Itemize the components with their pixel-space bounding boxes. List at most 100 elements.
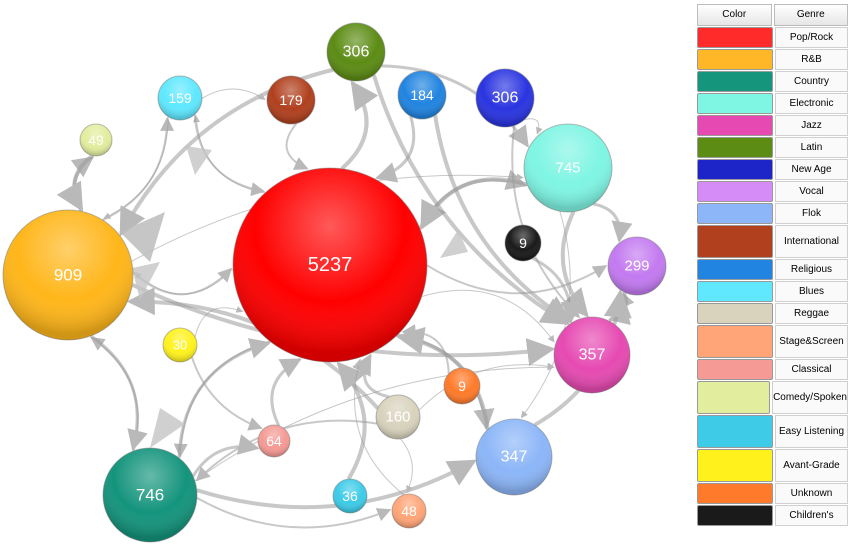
node-label-stage: 48	[401, 503, 417, 519]
legend-swatch	[697, 415, 773, 448]
legend-row: Blues	[696, 281, 849, 302]
edge-international-to-poprock	[285, 122, 309, 170]
legend-header-color: Color	[697, 4, 772, 26]
genre-network-graph: 5237 909 746 745 357 306 306 299 347 179 184 159 160…	[2, 22, 667, 543]
node-label-reggae: 160	[385, 409, 410, 426]
legend-genre-label: International	[775, 225, 848, 258]
node-stage[interactable]: 48	[391, 493, 427, 529]
legend-swatch	[697, 137, 773, 158]
legend-row: Classical	[696, 359, 849, 380]
edge-electronic-to-jazz	[559, 210, 589, 318]
legend-row: New Age	[696, 159, 849, 180]
legend-genre-label: Easy Listening	[775, 415, 848, 448]
wide-edge-arrow	[440, 230, 468, 258]
node-country[interactable]: 746	[102, 447, 198, 543]
wide-edge-arrow	[186, 146, 212, 175]
edge-electronic-to-vocal	[593, 202, 633, 243]
edge-blues-to-international	[201, 88, 266, 100]
legend-genre-label: Jazz	[775, 115, 848, 136]
legend-row: Electronic	[696, 93, 849, 114]
legend-row: Avant-Grade	[696, 449, 849, 482]
edge-country-to-classical	[191, 434, 260, 478]
edge-poprock-to-vocal	[426, 264, 608, 295]
node-label-rnb: 909	[54, 266, 82, 285]
legend-genre-label: R&B	[775, 49, 848, 70]
node-label-avant: 30	[173, 338, 187, 353]
node-flok[interactable]: 347	[475, 418, 553, 496]
edge-classical-to-poprock	[270, 358, 302, 427]
legend-row: Pop/Rock	[696, 27, 849, 48]
legend-row: Reggae	[696, 303, 849, 324]
legend-genre-label: Pop/Rock	[775, 27, 848, 48]
node-label-country: 746	[136, 486, 164, 505]
legend-swatch	[697, 115, 773, 136]
legend-swatch	[697, 49, 773, 70]
node-classical[interactable]: 64	[257, 424, 291, 458]
node-comedy[interactable]: 49	[79, 123, 113, 157]
node-label-classical: 64	[266, 433, 282, 449]
node-religious[interactable]: 184	[397, 70, 447, 120]
legend-row: Unknown	[696, 483, 849, 504]
legend-swatch	[697, 93, 773, 114]
legend-row: International	[696, 225, 849, 258]
node-jazz[interactable]: 357	[553, 316, 631, 394]
legend-row: Flok	[696, 203, 849, 224]
legend-row: Jazz	[696, 115, 849, 136]
node-rnb[interactable]: 909	[2, 209, 134, 341]
node-international[interactable]: 179	[266, 75, 316, 125]
legend-swatch	[697, 27, 773, 48]
legend-swatch	[697, 159, 773, 180]
node-electronic[interactable]: 745	[523, 123, 613, 213]
legend-swatch	[697, 71, 773, 92]
node-reggae[interactable]: 160	[375, 394, 421, 440]
legend-row: Comedy/Spoken	[696, 381, 849, 414]
node-label-jazz: 357	[579, 347, 606, 364]
legend-swatch	[697, 449, 773, 482]
node-unknown[interactable]: 9	[443, 367, 481, 405]
legend-genre-label: Stage&Screen	[775, 325, 848, 358]
legend-swatch	[697, 281, 773, 302]
node-label-easy: 36	[342, 488, 358, 504]
node-avant[interactable]: 30	[162, 327, 198, 363]
node-label-poprock: 5237	[308, 254, 353, 276]
node-children[interactable]: 9	[504, 224, 542, 262]
legend-genre-label: Comedy/Spoken	[772, 381, 848, 414]
node-label-unknown: 9	[458, 378, 466, 394]
node-poprock[interactable]: 5237	[232, 167, 428, 363]
node-label-newage: 306	[492, 90, 519, 107]
node-easy[interactable]: 36	[332, 478, 368, 514]
legend-swatch	[697, 483, 773, 504]
legend-genre-label: Classical	[775, 359, 848, 380]
edge-easy-to-poprock	[336, 361, 367, 481]
legend-swatch	[697, 505, 773, 526]
wide-edge-arrow	[132, 262, 160, 300]
legend-genre-label: Unknown	[775, 483, 848, 504]
node-label-international: 179	[279, 92, 303, 108]
node-blues[interactable]: 159	[157, 75, 203, 121]
legend-genre-label: Religious	[775, 259, 848, 280]
legend-header-genre: Genre	[773, 4, 848, 26]
legend-genre-label: Latin	[775, 137, 848, 158]
edge-reggae-to-poprock	[352, 353, 390, 399]
legend-row: Latin	[696, 137, 849, 158]
edge-latin-to-jazz	[371, 74, 570, 326]
legend-row: Easy Listening	[696, 415, 849, 448]
legend-row: Stage&Screen	[696, 325, 849, 358]
edge-reggae-to-stage	[400, 438, 413, 493]
edge-newage-to-electronic	[524, 118, 543, 135]
edge-stage-to-poprock	[354, 358, 405, 496]
legend-genre-label: Reggae	[775, 303, 848, 324]
legend-genre-label: Children's	[775, 505, 848, 526]
legend-header: Color Genre	[696, 4, 849, 26]
node-label-blues: 159	[168, 90, 192, 106]
node-vocal[interactable]: 299	[607, 236, 667, 296]
edge-rnb-to-blues	[102, 116, 175, 221]
legend-rows: Pop/Rock R&B Country Electronic Jazz Latin New…	[696, 27, 849, 526]
legend-genre-label: Flok	[775, 203, 848, 224]
node-latin[interactable]: 306	[326, 22, 386, 82]
legend-row: R&B	[696, 49, 849, 70]
node-newage[interactable]: 306	[475, 68, 535, 128]
edge-poprock-to-latin	[340, 80, 379, 171]
legend-row: Religious	[696, 259, 849, 280]
legend-genre-label: Electronic	[775, 93, 848, 114]
